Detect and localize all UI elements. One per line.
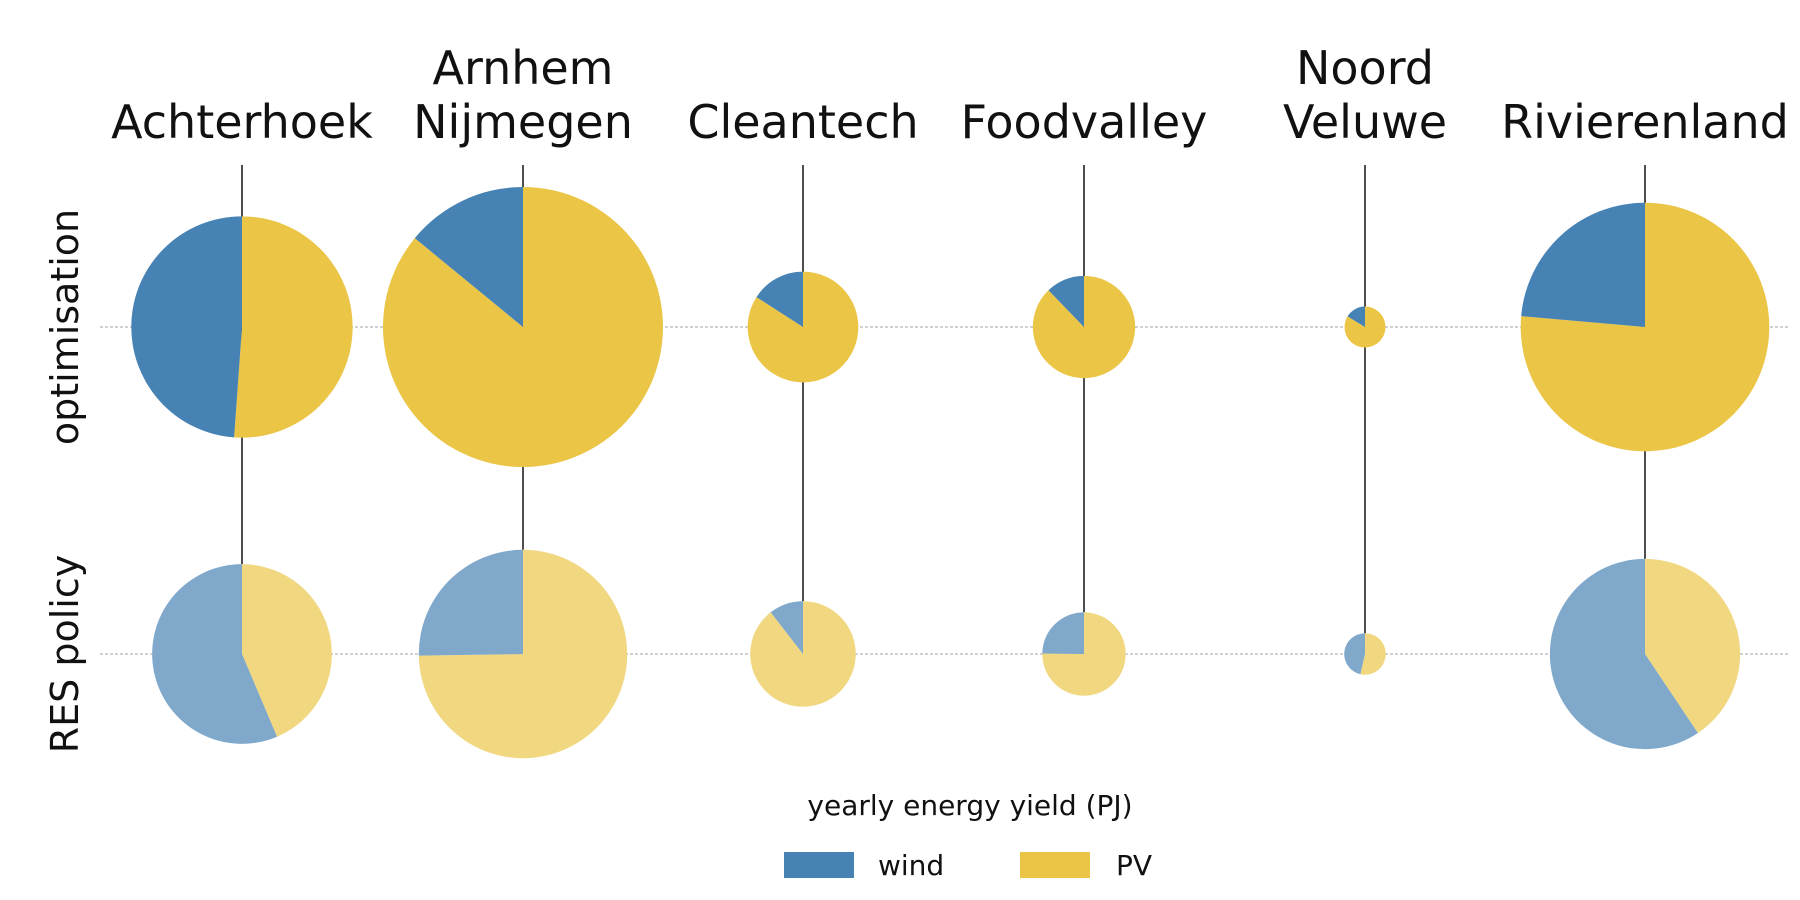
region-title-cleantech: Cleantech	[687, 95, 918, 149]
pie-res-policy-noord-veluwe	[1344, 633, 1386, 675]
slice-wind-optimisation-cleantech	[756, 271, 803, 327]
slice-wind-optimisation-arnhem-nijmegen	[414, 186, 523, 327]
slice-wind-optimisation-noord-veluwe	[1347, 306, 1365, 327]
legend: yearly energy yield (PJ) wind PV	[784, 789, 1152, 882]
region-title-achterhoek: Achterhoek	[111, 95, 373, 149]
pie-res-policy-achterhoek	[152, 564, 332, 744]
slice-pv-res-policy-foodvalley	[1042, 612, 1126, 696]
slice-wind-res-policy-rivierenland	[1549, 558, 1698, 750]
scenario-baselines	[100, 326, 1790, 655]
slice-pv-optimisation-arnhem-nijmegen	[382, 187, 663, 467]
slice-wind-optimisation-achterhoek	[131, 216, 242, 438]
pie-res-policy-cleantech	[750, 601, 856, 707]
slice-pv-res-policy-noord-veluwe	[1360, 633, 1386, 675]
pie-optimisation-arnhem-nijmegen	[382, 186, 663, 467]
scenario-title-optimisation: optimisation	[43, 209, 87, 445]
region-title-arnhem-nijmegen-line-1: Arnhem	[433, 41, 614, 95]
slice-pv-optimisation-foodvalley	[1032, 275, 1136, 379]
slice-pv-res-policy-achterhoek	[242, 564, 332, 737]
pie-optimisation-achterhoek	[131, 216, 353, 438]
slice-pv-optimisation-noord-veluwe	[1344, 306, 1386, 348]
slice-pv-res-policy-arnhem-nijmegen	[418, 549, 628, 759]
legend-title: yearly energy yield (PJ)	[807, 789, 1132, 822]
legend-swatch-wind	[784, 852, 854, 878]
slice-wind-res-policy-foodvalley	[1042, 612, 1084, 654]
slice-pv-optimisation-rivierenland	[1520, 202, 1770, 452]
slice-pv-optimisation-cleantech	[747, 271, 859, 383]
pie-res-policy-rivierenland	[1549, 558, 1741, 750]
region-title-rivierenland: Rivierenland	[1501, 95, 1789, 149]
region-title-noord-veluwe-line-1: Noord	[1296, 41, 1434, 95]
legend-label-pv: PV	[1116, 849, 1152, 882]
pie-optimisation-cleantech	[747, 271, 859, 383]
pies	[131, 186, 1770, 759]
region-title-foodvalley: Foodvalley	[961, 95, 1208, 149]
legend-label-wind: wind	[878, 849, 944, 882]
pie-res-policy-arnhem-nijmegen	[418, 549, 628, 759]
scenario-title-res-policy: RES policy	[43, 555, 87, 753]
slice-wind-res-policy-noord-veluwe	[1344, 633, 1365, 675]
slice-wind-res-policy-achterhoek	[152, 564, 278, 744]
region-title-arnhem-nijmegen-line-2: Nijmegen	[413, 95, 633, 149]
slice-pv-res-policy-cleantech	[750, 601, 856, 707]
scenario-titles: optimisation RES policy	[43, 209, 87, 753]
slice-wind-res-policy-cleantech	[770, 601, 803, 654]
pie-res-policy-foodvalley	[1042, 612, 1126, 696]
slice-pv-res-policy-rivierenland	[1645, 558, 1741, 734]
legend-swatch-pv	[1020, 852, 1090, 878]
region-title-noord-veluwe-line-2: Veluwe	[1283, 95, 1447, 149]
slice-wind-optimisation-foodvalley	[1048, 275, 1084, 327]
slice-wind-optimisation-rivierenland	[1521, 202, 1645, 327]
slice-pv-optimisation-achterhoek	[234, 216, 353, 438]
pie-optimisation-noord-veluwe	[1344, 306, 1386, 348]
pie-optimisation-foodvalley	[1032, 275, 1136, 379]
slice-wind-res-policy-arnhem-nijmegen	[418, 549, 523, 656]
pie-optimisation-rivierenland	[1520, 202, 1770, 452]
